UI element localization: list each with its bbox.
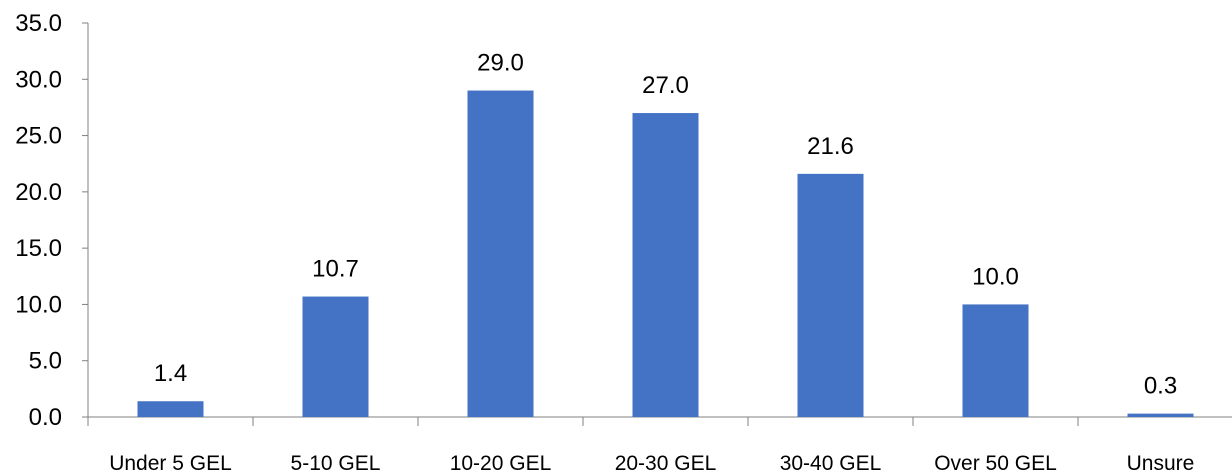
y-tick-label: 25.0 bbox=[15, 123, 62, 150]
y-tick-label: 0.0 bbox=[29, 404, 62, 431]
y-tick-label: 5.0 bbox=[29, 348, 62, 375]
x-category-label: Over 50 GEL bbox=[934, 452, 1057, 473]
x-axis: Under 5 GEL 5-10 GEL 10-20 GEL 20-30 GEL 30-… bbox=[87, 416, 1232, 473]
y-tick-label: 30.0 bbox=[15, 66, 62, 93]
data-label: 10.0 bbox=[972, 263, 1019, 290]
x-category-label: Under 5 GEL bbox=[109, 452, 232, 473]
data-label: 27.0 bbox=[642, 72, 689, 99]
bar bbox=[137, 401, 204, 417]
data-label: 1.4 bbox=[154, 360, 187, 387]
x-category-label: 5-10 GEL bbox=[291, 452, 381, 473]
bar-series bbox=[137, 90, 1194, 418]
y-tick-label: 10.0 bbox=[15, 291, 62, 318]
bar bbox=[467, 90, 534, 418]
data-label: 0.3 bbox=[1144, 373, 1177, 400]
x-category-label: 20-30 GEL bbox=[615, 452, 717, 473]
bar bbox=[302, 296, 369, 417]
x-category-label: 10-20 GEL bbox=[450, 452, 552, 473]
bar bbox=[632, 113, 699, 418]
y-tick-label: 20.0 bbox=[15, 179, 62, 206]
data-label: 21.6 bbox=[807, 133, 854, 160]
y-tick-label: 35.0 bbox=[15, 10, 62, 37]
bar bbox=[962, 304, 1029, 417]
bar bbox=[1127, 413, 1194, 417]
data-label: 29.0 bbox=[477, 50, 524, 77]
y-tick-label: 15.0 bbox=[15, 235, 62, 262]
data-labels: 1.4 10.7 29.0 27.0 21.6 10.0 0.3 bbox=[154, 50, 1177, 400]
x-category-label: Unsure bbox=[1127, 452, 1195, 473]
y-axis: 0.0 5.0 10.0 15.0 20.0 25.0 30.0 35.0 bbox=[15, 10, 89, 431]
x-category-label: 30-40 GEL bbox=[780, 452, 882, 473]
data-label: 10.7 bbox=[312, 256, 359, 283]
bar bbox=[797, 173, 864, 417]
